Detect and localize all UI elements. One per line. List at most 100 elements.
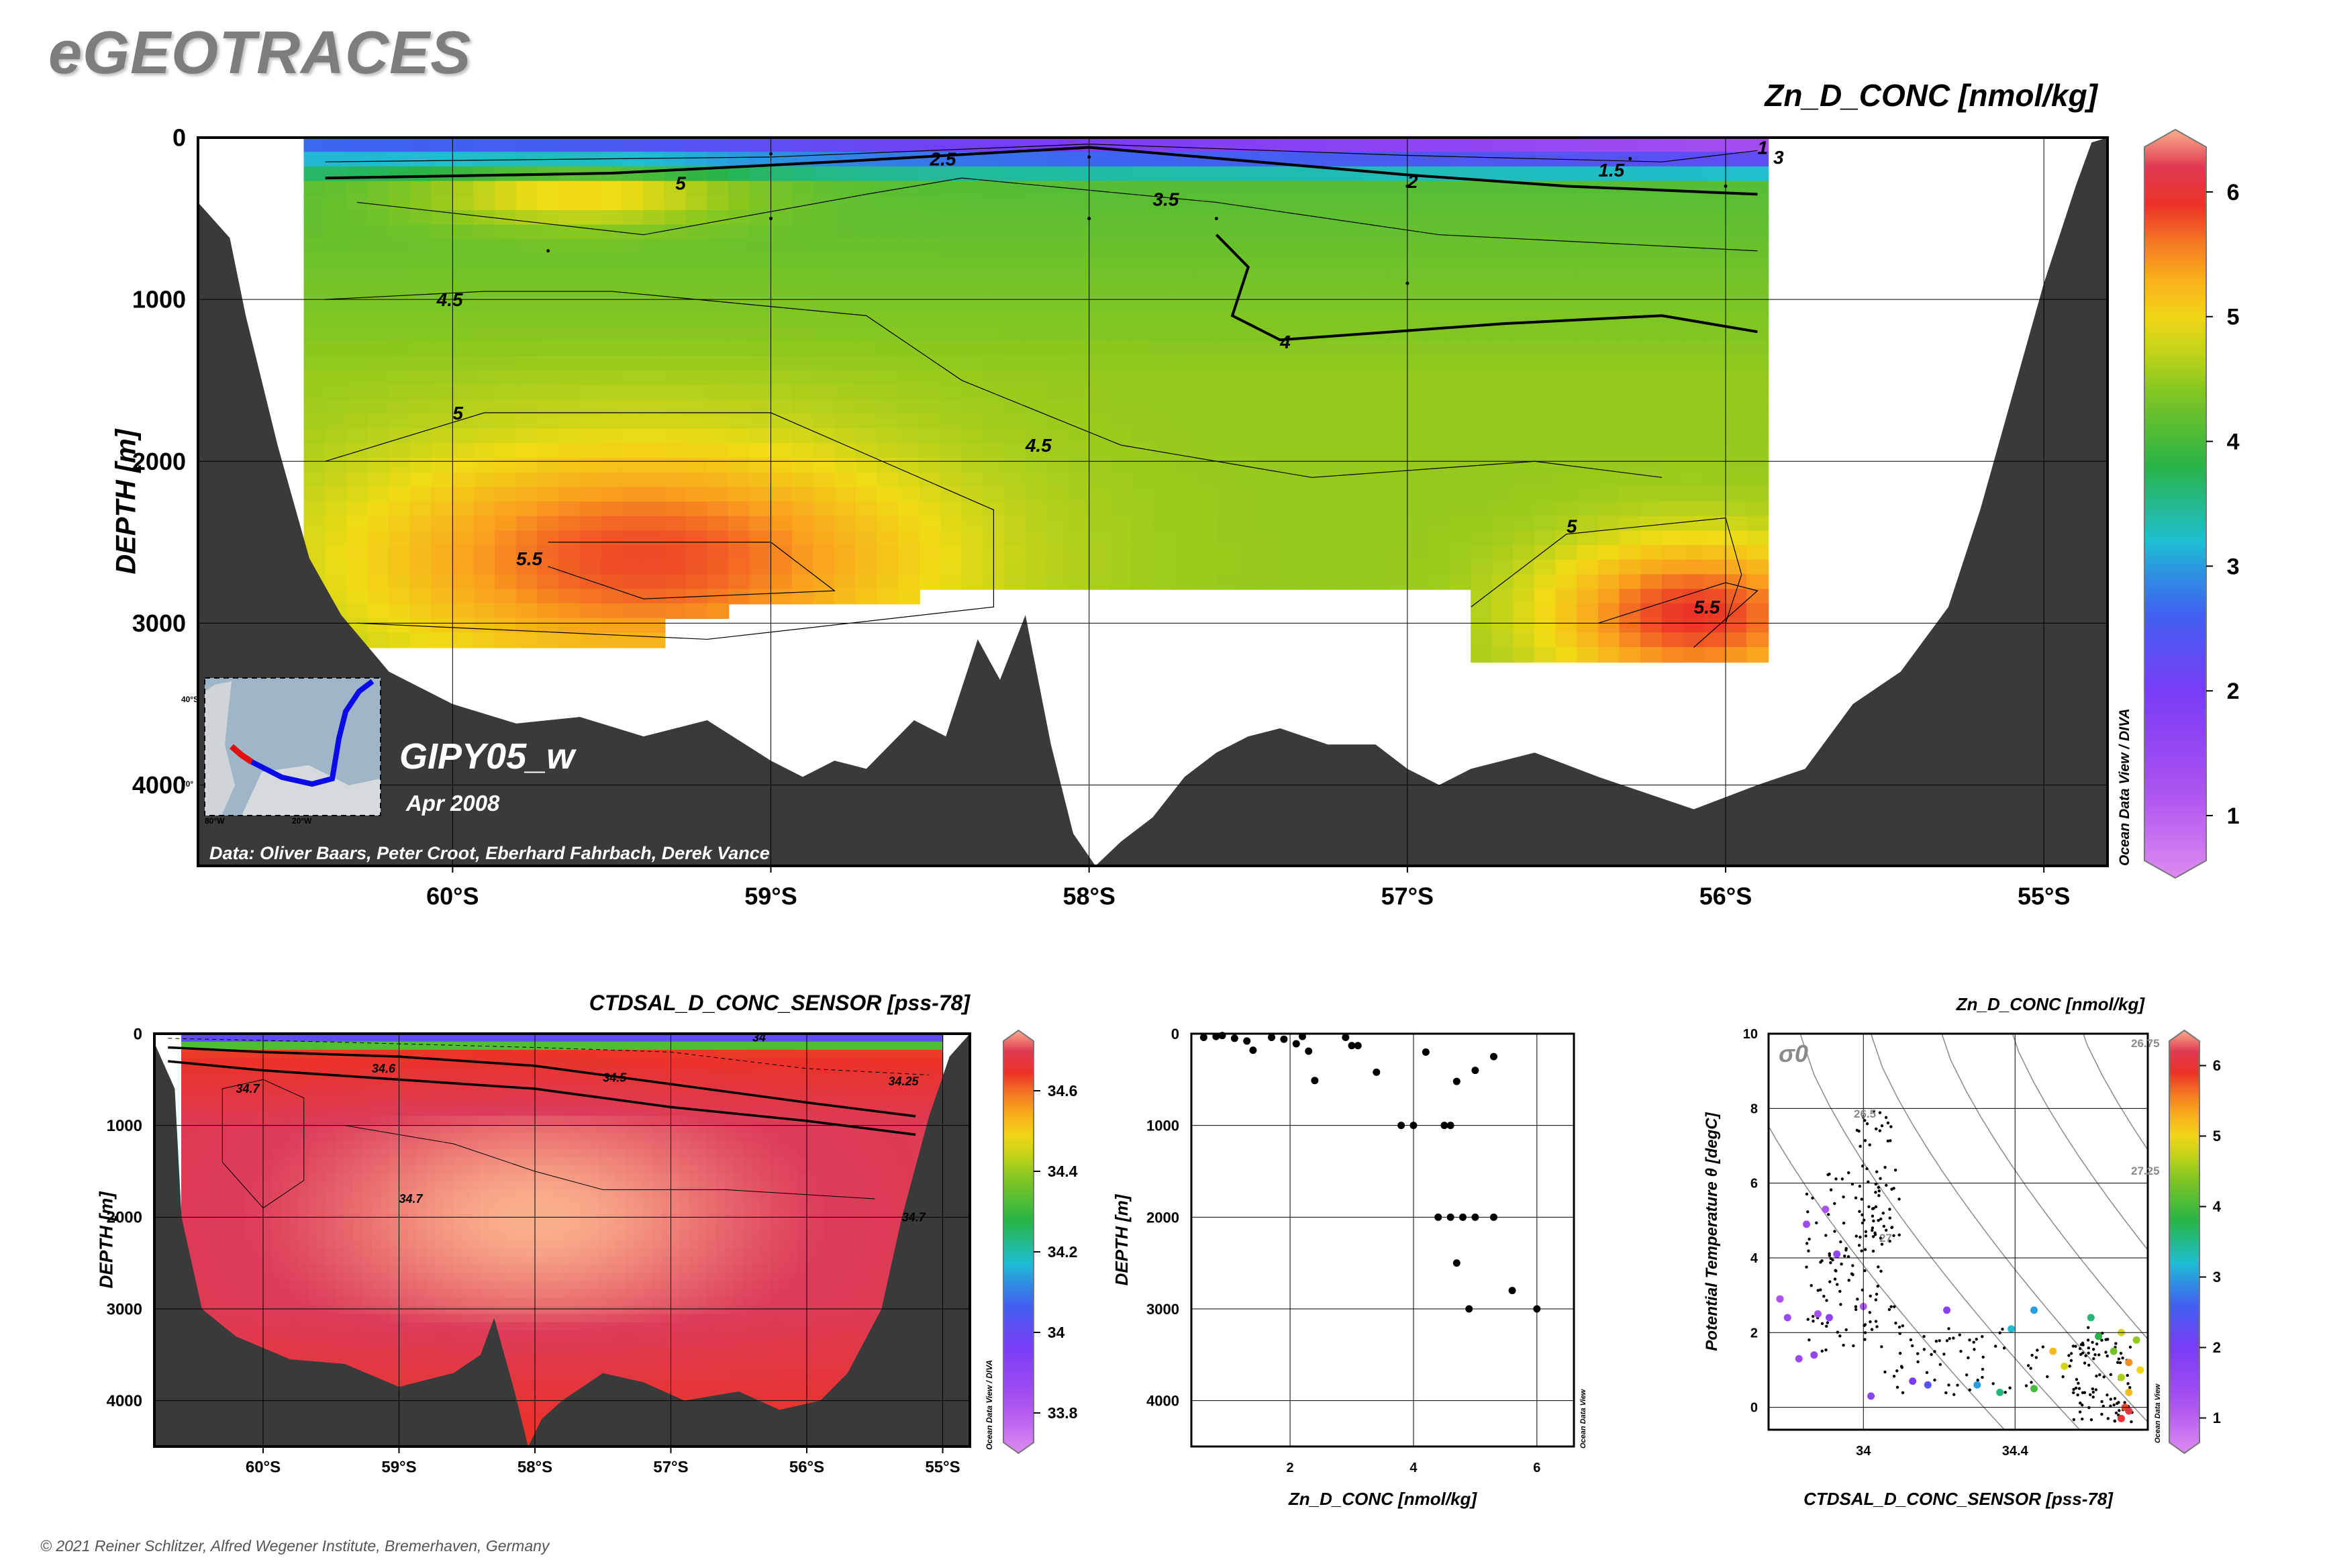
ts-point: [1805, 1192, 1809, 1196]
contour-line: [325, 144, 1758, 162]
ts-point: [1844, 1328, 1848, 1332]
ts-point: [2101, 1404, 2105, 1408]
ts-point: [2087, 1346, 2090, 1350]
ts-colored-point: [1822, 1206, 1830, 1214]
ts-point: [1829, 1261, 1832, 1265]
ts-point: [1888, 1208, 1891, 1211]
ts-point: [1838, 1334, 1842, 1338]
profile-point: [1342, 1033, 1350, 1041]
ts-point: [1956, 1383, 1959, 1387]
inset-lat-label: 40°S: [181, 695, 199, 704]
contour-label: 2: [1407, 171, 1418, 192]
contour-label: 4.5: [1025, 435, 1052, 456]
ts-point: [2001, 1327, 2004, 1331]
y-tick-label: 2000: [132, 448, 186, 475]
ts-colored-point: [2117, 1414, 2125, 1422]
ts-point: [1893, 1168, 1897, 1172]
ts-point: [2072, 1391, 2075, 1395]
contour-label: 1: [1757, 137, 1768, 158]
sample-dot: [769, 217, 773, 221]
ts-point: [2078, 1410, 2082, 1414]
isopycnal-line: [1870, 1034, 2148, 1423]
brand-logo: eGEOTRACES: [48, 19, 472, 87]
ts-point: [2093, 1353, 2097, 1357]
ts-chart-title: Zn_D_CONC [nmol/kg]: [1956, 994, 2146, 1014]
ts-point: [1872, 1219, 1875, 1223]
y-axis-label: DEPTH [m]: [96, 1191, 117, 1289]
ts-point: [1874, 1205, 1878, 1209]
ts-point: [1865, 1122, 1869, 1126]
ts-point: [1805, 1265, 1808, 1269]
ts-point: [1864, 1230, 1868, 1234]
ts-point: [2118, 1409, 2121, 1412]
ts-point: [1839, 1303, 1842, 1306]
odv-watermark: Ocean Data View: [1579, 1388, 1587, 1449]
ts-point: [2104, 1338, 2108, 1341]
ts-point: [1819, 1288, 1822, 1291]
ts-point: [1808, 1237, 1811, 1241]
ts-point: [1952, 1336, 1955, 1340]
sample-dot: [1724, 184, 1728, 188]
ts-point: [1879, 1217, 1883, 1221]
ts-point: [2128, 1385, 2132, 1389]
ts-point: [2041, 1345, 2044, 1349]
x-tick-label: 4: [1409, 1461, 1418, 1475]
profile-point: [1268, 1033, 1276, 1041]
ts-point: [1859, 1235, 1862, 1239]
y-tick-label: 1000: [1146, 1118, 1179, 1134]
ts-colored-point: [2117, 1373, 2125, 1381]
ts-point: [1975, 1337, 1978, 1341]
ts-point: [1894, 1321, 1897, 1325]
ts-point: [1878, 1111, 1882, 1114]
ts-point: [1934, 1339, 1938, 1343]
ts-point: [2083, 1361, 2087, 1365]
ts-point: [1861, 1164, 1865, 1168]
profile-point: [1311, 1077, 1319, 1085]
y-tick-label: 2000: [107, 1209, 142, 1227]
colorbar-tick-label: 33.8: [1048, 1404, 1078, 1422]
colorbar-tick-label: 2: [2213, 1339, 2221, 1356]
ts-point: [1869, 1294, 1872, 1297]
ts-point: [2078, 1347, 2082, 1351]
ts-point: [2069, 1352, 2073, 1355]
ts-point: [2100, 1400, 2103, 1404]
profile-point: [1452, 1077, 1460, 1085]
ts-point: [2091, 1348, 2095, 1351]
ts-point: [2104, 1351, 2108, 1354]
ts-colored-point: [2008, 1325, 2016, 1333]
ts-point: [1847, 1279, 1850, 1282]
ts-point: [1854, 1196, 1858, 1199]
x-tick-label: 55°S: [925, 1458, 960, 1476]
plot-frame: [197, 136, 2109, 867]
ts-point: [1820, 1349, 1824, 1353]
ts-colored-point: [1803, 1220, 1810, 1228]
ts-point: [2095, 1342, 2099, 1346]
ts-point: [2076, 1393, 2079, 1397]
ts-point: [1880, 1242, 1884, 1246]
ts-point: [1829, 1188, 1833, 1191]
ts-point: [1852, 1344, 1855, 1348]
ts-point: [1826, 1321, 1830, 1324]
profile-point: [1471, 1213, 1479, 1221]
ts-point: [1893, 1305, 1896, 1308]
ts-colored-point: [1776, 1295, 1784, 1303]
ts-point: [1922, 1348, 1926, 1351]
ts-colored-point: [2049, 1347, 2057, 1355]
ts-point: [1880, 1124, 1884, 1128]
ts-point: [1878, 1129, 1882, 1132]
ts-point: [2089, 1393, 2092, 1397]
isopycnal-line: [2208, 985, 2327, 1471]
ts-point: [1981, 1355, 1985, 1359]
ts-point: [1860, 1197, 1864, 1201]
contour-label: 34: [752, 1030, 766, 1044]
profile-point: [1465, 1305, 1473, 1313]
contour-line: [325, 291, 1663, 478]
y-tick-label: 2000: [1146, 1209, 1179, 1226]
ts-point: [2106, 1417, 2110, 1420]
ts-point: [1825, 1299, 1828, 1302]
data-credit: Data: Oliver Baars, Peter Croot, Eberhar…: [209, 843, 770, 863]
isopycnal-label: 27: [1879, 1232, 1892, 1244]
ts-colored-point: [1909, 1377, 1917, 1385]
profile-point: [1397, 1122, 1405, 1130]
